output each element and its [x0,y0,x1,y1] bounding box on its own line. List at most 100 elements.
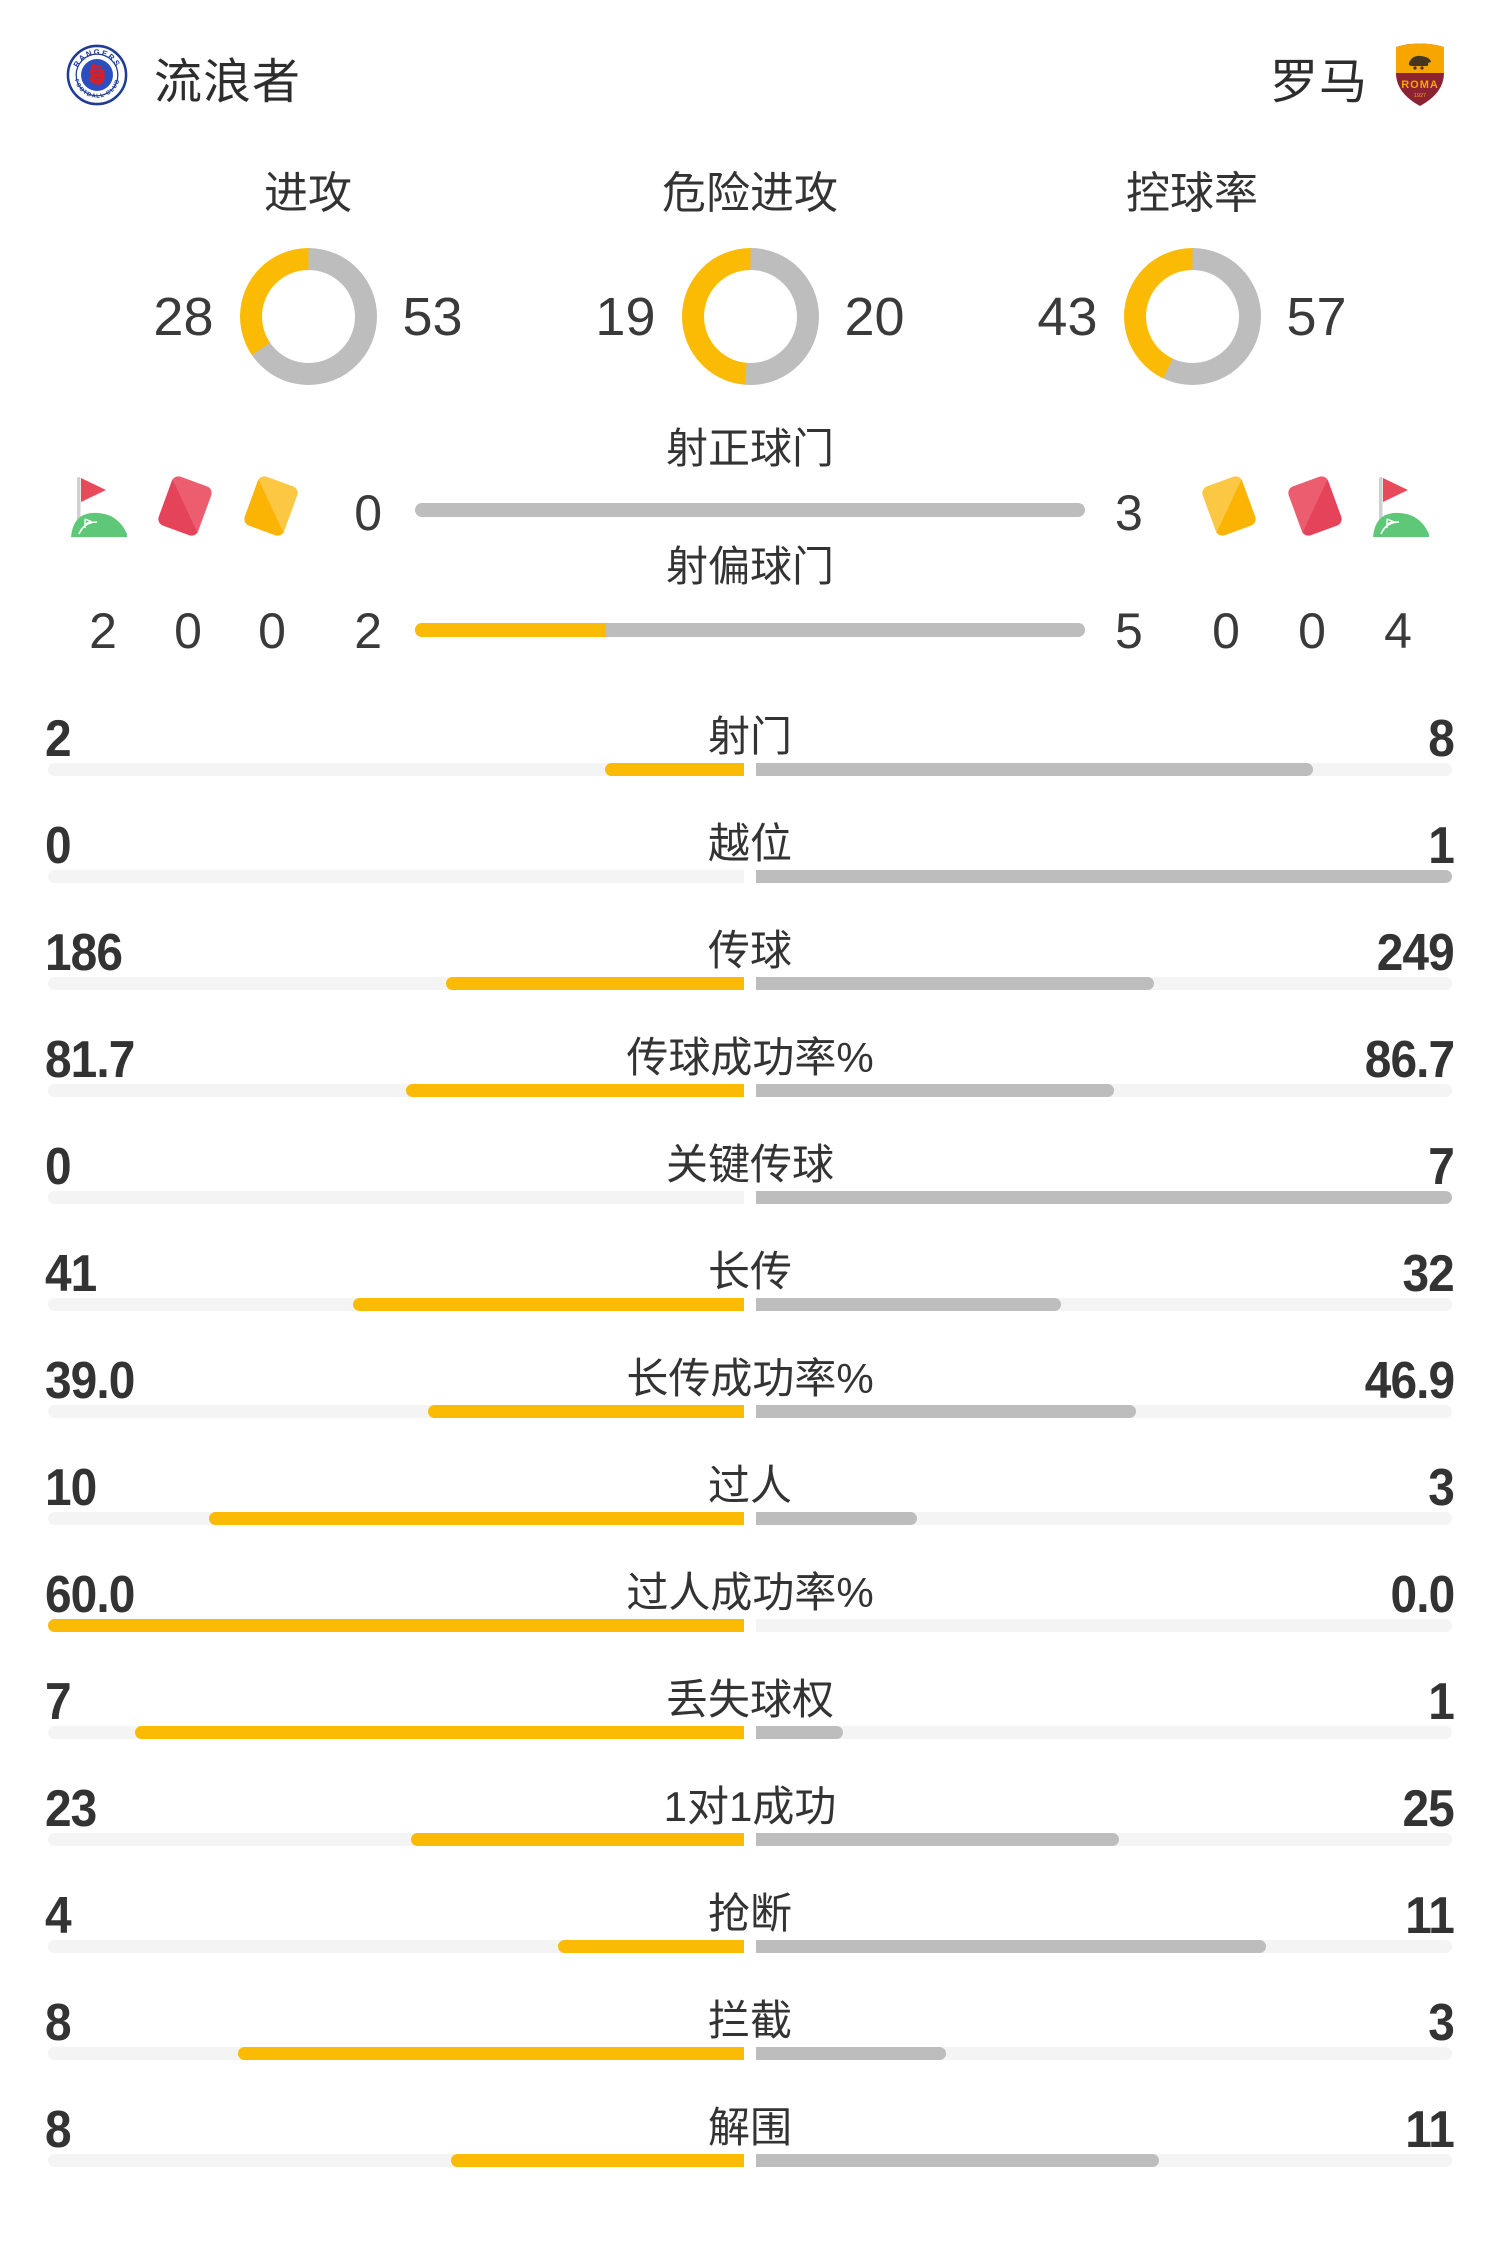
stat-home-value: 186 [45,924,123,982]
stat-away-value: 11 [1405,1887,1455,1945]
home-red-cards-count: 0 [174,603,202,659]
donut-home-value: 43 [1037,286,1098,347]
stat-home-value: 23 [45,1780,97,1838]
stat-label: 拦截 [707,1997,792,2044]
stat-comparison-bar [48,1512,1452,1525]
red-card-icon [156,474,214,538]
stat-away-value: 0.0 [1390,1566,1455,1624]
stat-home-value: 2 [45,710,72,768]
stat-label: 关键传球 [665,1141,834,1188]
stat-away-value: 7 [1428,1138,1455,1196]
stat-label: 越位 [707,820,792,867]
stat-away-value: 1 [1428,817,1455,875]
stat-row: 0 越位 1 [0,814,1500,921]
stat-home-value: 81.7 [45,1031,135,1089]
stat-away-value: 1 [1428,1673,1455,1731]
shots-off-target-away: 5 [1115,603,1143,659]
stat-label: 过人成功率% [626,1569,874,1616]
stat-comparison-bar [48,1726,1452,1739]
stat-comparison-bar [48,1405,1452,1418]
donut-label: 控球率 [1126,169,1258,218]
shots-on-target-away: 3 [1115,485,1143,541]
stat-row: 8 拦截 3 [0,1991,1500,2098]
shots-on-target-home: 0 [354,485,382,541]
stat-label: 过人 [707,1462,792,1509]
donut-home-value: 28 [153,286,214,347]
stat-label: 丢失球权 [665,1676,834,1723]
home-team[interactable]: RANGERS FOOTBALL CLUB 流浪者 [66,42,301,112]
red-card-icon [1286,474,1344,538]
stat-home-value: 4 [45,1887,72,1945]
stat-row: 0 关键传球 7 [0,1135,1500,1242]
stat-comparison-bar [48,1084,1452,1097]
stat-away-value: 32 [1402,1245,1455,1303]
stat-comparison-bar [48,1298,1452,1311]
away-red-cards-count: 0 [1298,603,1326,659]
stat-comparison-bar [48,2047,1452,2060]
stat-label: 长传 [707,1248,792,1295]
stat-row: 23 1对1成功 25 [0,1777,1500,1884]
stat-comparison-bar [48,1619,1452,1632]
stat-away-value: 86.7 [1364,1031,1455,1089]
shots-cards-section: 射正球门 射偏球门 [0,425,1500,665]
stat-away-value: 8 [1428,710,1455,768]
away-team[interactable]: 罗马 ROMA 1927 [1270,42,1446,112]
stat-label: 解围 [707,2104,792,2151]
stat-row: 39.0 长传成功率% 46.9 [0,1349,1500,1456]
stat-away-value: 11 [1405,2101,1455,2159]
stat-away-value: 3 [1428,1459,1455,1517]
stat-label: 1对1成功 [663,1783,837,1830]
away-cards-icons [1200,474,1430,538]
corner-flag-icon [1372,475,1430,537]
home-yellow-cards-count: 0 [258,603,286,659]
donut-label: 进攻 [264,169,352,218]
stat-home-value: 60.0 [45,1566,135,1624]
stat-label: 传球成功率% [626,1034,874,1081]
team-header: RANGERS FOOTBALL CLUB 流浪者 罗马 [0,0,1500,112]
donut-group-possession: 控球率 43 57 [971,168,1413,385]
stat-row: 2 射门 8 [0,707,1500,814]
stat-away-value: 46.9 [1364,1352,1455,1410]
away-team-name: 罗马 [1269,56,1368,109]
stat-row: 8 解围 11 [0,2098,1500,2205]
stat-home-value: 39.0 [45,1352,135,1410]
shots-off-target-label: 射偏球门 [665,543,834,590]
stat-row: 60.0 过人成功率% 0.0 [0,1563,1500,1670]
donut-label: 危险进攻 [662,169,838,218]
stat-row: 4 抢断 11 [0,1884,1500,1991]
stat-label: 抢断 [707,1890,792,1937]
stat-comparison-bar [48,870,1452,883]
stat-row: 10 过人 3 [0,1456,1500,1563]
stat-row: 41 长传 32 [0,1242,1500,1349]
yellow-card-icon [1200,474,1258,538]
stat-away-value: 3 [1428,1994,1455,2052]
stat-comparison-bar [48,1191,1452,1204]
stat-home-value: 10 [45,1459,97,1517]
stat-label: 长传成功率% [626,1355,874,1402]
donut-group-dangerous-attacks: 危险进攻 19 20 [529,168,971,385]
svg-text:1927: 1927 [1414,93,1426,99]
shots-on-target-bar [415,503,1085,517]
donut-away-value: 20 [844,286,905,347]
shots-on-target-label: 射正球门 [665,425,834,472]
shots-off-target-home: 2 [354,603,382,659]
stat-home-value: 8 [45,1994,72,2052]
stat-comparison-bar [48,1940,1452,1953]
stat-away-value: 25 [1402,1780,1455,1838]
dangerous-attacks-donut-chart [681,248,819,385]
stat-home-value: 8 [45,2101,72,2159]
home-corners-count: 2 [89,603,117,659]
shots-off-target-bar [415,623,1085,637]
donut-home-value: 19 [595,286,656,347]
donut-away-value: 53 [402,286,463,347]
svg-text:ROMA: ROMA [1401,79,1439,91]
donut-charts: 进攻 28 53 危险进攻 19 20 控球率 43 57 [87,168,1413,385]
possession-donut-chart [1123,248,1261,385]
roma-logo-icon: ROMA 1927 [1394,43,1446,112]
stat-comparison-bar [48,1833,1452,1846]
stats-list: 2 射门 8 0 越位 1 186 传球 249 81.7 传球成功率% 86.… [0,707,1500,2205]
stat-comparison-bar [48,763,1452,776]
away-yellow-cards-count: 0 [1212,603,1240,659]
stat-home-value: 7 [45,1673,72,1731]
